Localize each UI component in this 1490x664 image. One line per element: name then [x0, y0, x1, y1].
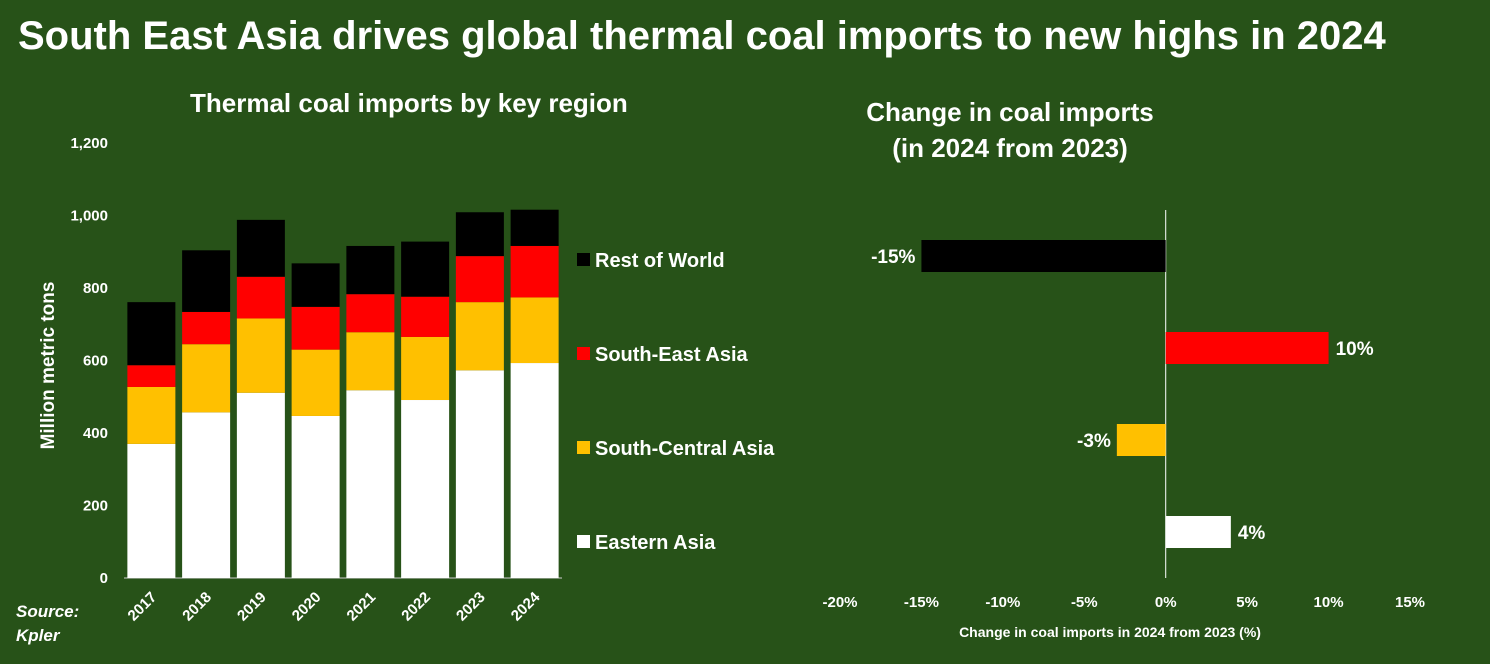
x-tick-label: 0%	[1155, 594, 1177, 611]
y-tick-label: 200	[83, 498, 108, 515]
y-axis-title: Million metric tons	[38, 282, 59, 450]
bar-segment	[236, 219, 285, 277]
legend-label: South-East Asia	[595, 344, 748, 366]
bar-segment	[127, 365, 176, 387]
bar-segment	[510, 363, 559, 578]
y-tick-label: 0	[100, 570, 108, 587]
x-tick-label: 2020	[289, 589, 325, 625]
change-chart-title-line-2: (in 2024 from 2023)	[892, 133, 1128, 163]
bar-segment	[346, 332, 395, 391]
change-data-label: 4%	[1238, 523, 1266, 544]
x-tick-label: 2019	[234, 589, 270, 625]
bar-segment	[236, 318, 285, 393]
x-tick-label: 2024	[508, 588, 544, 624]
bar-segment	[455, 370, 504, 578]
bar-segment	[401, 336, 450, 401]
bar-segment	[291, 306, 340, 350]
bar-segment	[346, 390, 395, 578]
bar-segment	[127, 443, 176, 578]
legend-swatch	[577, 535, 590, 548]
bar-segment	[346, 294, 395, 333]
x-tick-label: -5%	[1071, 594, 1098, 611]
bar-segment	[291, 263, 340, 307]
legend-swatch	[577, 347, 590, 360]
change-chart-title: Change in coal imports (in 2024 from 202…	[860, 94, 1160, 166]
bar-segment	[127, 302, 176, 366]
x-tick-label: 2018	[179, 589, 215, 625]
x-tick-label: 15%	[1395, 594, 1425, 611]
source-name: Kpler	[16, 626, 60, 645]
change-data-label: -15%	[871, 247, 915, 268]
bar-segment	[401, 241, 450, 297]
change-bar	[1116, 424, 1166, 456]
x-tick-label: 2017	[125, 589, 161, 625]
bar-segment	[182, 250, 231, 312]
change-chart-title-line-1: Change in coal imports	[866, 97, 1154, 127]
y-tick-label: 400	[83, 425, 108, 442]
legend-label: South-Central Asia	[595, 438, 775, 460]
x-tick-label: -15%	[904, 594, 939, 611]
bar-segment	[455, 256, 504, 303]
bar-segment	[401, 400, 450, 578]
x-tick-label: 2022	[398, 589, 434, 625]
legend-label: Rest of World	[595, 250, 725, 272]
y-tick-label: 600	[83, 353, 108, 370]
x-tick-label: -20%	[822, 594, 857, 611]
bar-segment	[236, 392, 285, 578]
y-tick-label: 800	[83, 280, 108, 297]
y-tick-label: 1,200	[70, 135, 108, 152]
bar-segment	[182, 311, 231, 345]
stacked-chart-title: Thermal coal imports by key region	[190, 88, 628, 118]
change-data-label: 10%	[1336, 339, 1374, 360]
y-tick-label: 1,000	[70, 208, 108, 225]
legend-swatch	[577, 253, 590, 266]
bar-segment	[455, 302, 504, 371]
x-tick-label: 5%	[1236, 594, 1258, 611]
x-tick-label: 2023	[453, 589, 489, 625]
x-tick-label: -10%	[985, 594, 1020, 611]
bar-segment	[510, 297, 559, 364]
bar-segment	[291, 415, 340, 578]
bar-segment	[182, 412, 231, 578]
x-axis-title: Change in coal imports in 2024 from 2023…	[959, 624, 1261, 640]
change-data-label: -3%	[1077, 431, 1111, 452]
bar-segment	[510, 209, 559, 246]
legend-swatch	[577, 441, 590, 454]
bar-segment	[455, 212, 504, 257]
change-bar	[921, 240, 1166, 272]
legend-label: Eastern Asia	[595, 532, 716, 554]
bar-segment	[182, 344, 231, 413]
bar-segment	[236, 276, 285, 319]
change-bar	[1165, 332, 1329, 364]
bar-segment	[127, 386, 176, 444]
x-tick-label: 10%	[1314, 594, 1344, 611]
page-title: South East Asia drives global thermal co…	[18, 14, 1386, 58]
bar-segment	[346, 245, 395, 295]
bar-segment	[401, 296, 450, 337]
source-note: Source: Kpler	[16, 600, 79, 648]
source-label: Source:	[16, 602, 80, 621]
bar-segment	[510, 245, 559, 298]
change-bar	[1165, 516, 1231, 548]
bar-segment	[291, 349, 340, 416]
x-tick-label: 2021	[344, 589, 380, 625]
